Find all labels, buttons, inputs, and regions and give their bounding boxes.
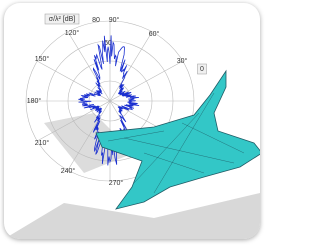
angle-label: 240° — [61, 167, 76, 175]
page: {"plot":{"unit_label":"σ/λ² [dB]","radia… — [0, 0, 266, 247]
angle-label: 150° — [35, 55, 50, 63]
unit-label: σ/λ² [dB] — [49, 16, 76, 23]
angle-label: 180° — [27, 97, 42, 105]
radial-label: 80 — [92, 17, 100, 24]
figure: σ/λ² [dB]806090°120°60°150°30°180°0210°2… — [4, 3, 260, 239]
angle-label: 0 — [200, 66, 204, 73]
angle-label: 60° — [149, 30, 160, 38]
angle-label: 90° — [109, 16, 120, 24]
angle-label: 30° — [177, 57, 188, 65]
angle-label: 270° — [109, 179, 124, 187]
angle-label: 120° — [65, 29, 80, 37]
angle-label: 210° — [35, 139, 50, 147]
